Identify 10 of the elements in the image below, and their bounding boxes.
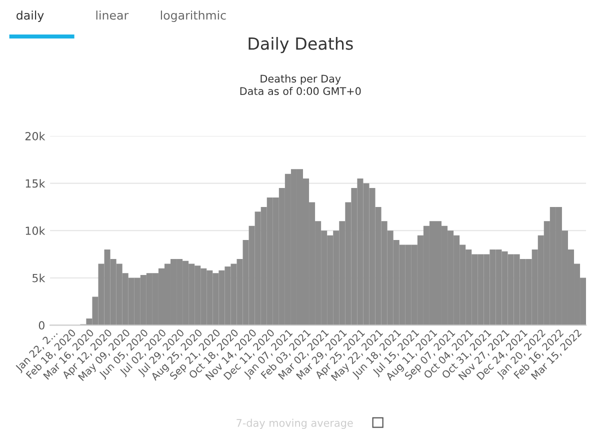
y-tick-label: 10k — [26, 226, 46, 235]
y-tick-label: 15k — [26, 179, 46, 188]
text: daily — [16, 10, 44, 22]
text: logarithmic — [160, 10, 226, 22]
chart-subtitle: Deaths per Day Data as of 0:00 GMT+0 — [240, 74, 361, 96]
y-tick-label: 5k — [32, 274, 46, 282]
y-tick-label: 0 — [38, 321, 44, 330]
chart-title: Daily Deaths — [248, 36, 353, 54]
text: linear — [96, 10, 129, 20]
y-tick-label: 20k — [25, 132, 46, 140]
